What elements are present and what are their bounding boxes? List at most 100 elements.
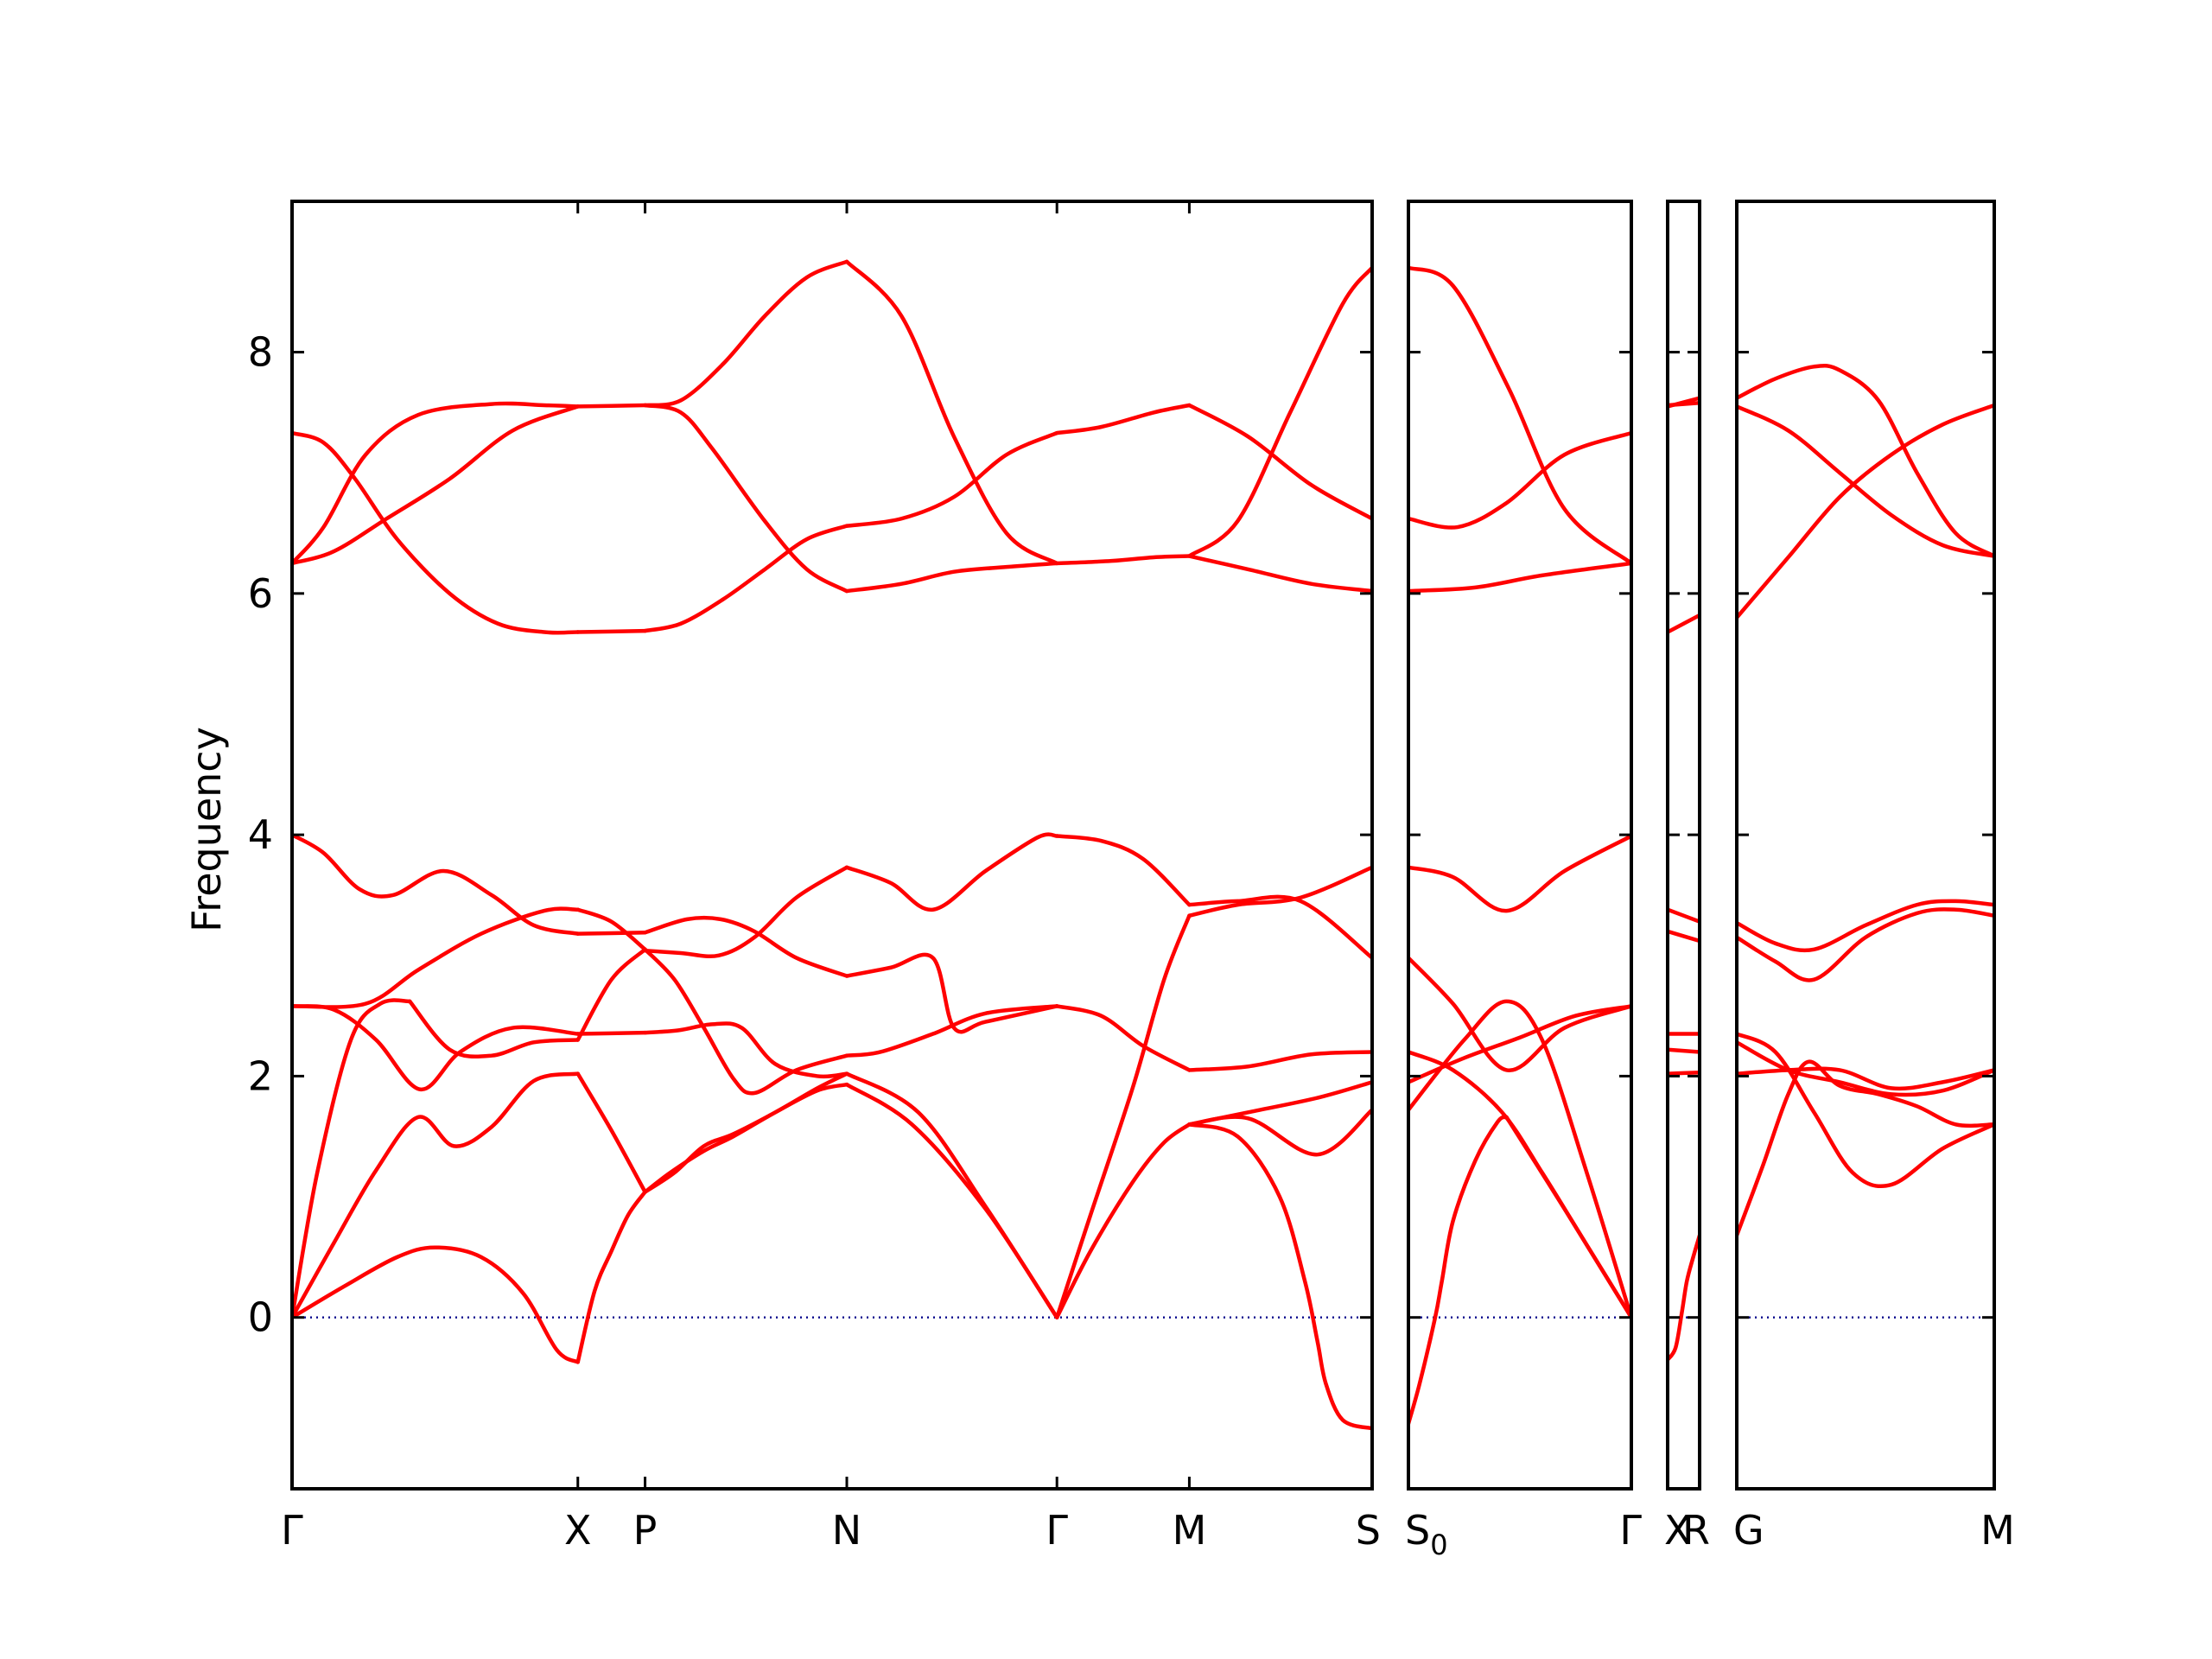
band-line xyxy=(643,915,849,978)
band-line xyxy=(643,1021,849,1079)
x-tick-label: S0 xyxy=(1405,1507,1448,1561)
band-line xyxy=(1187,265,1372,558)
band-line xyxy=(407,999,580,1059)
band-line xyxy=(1668,1047,1700,1054)
band-line xyxy=(844,430,1059,528)
bands xyxy=(1668,396,1700,1362)
x-tick-label: X xyxy=(1664,1507,1692,1554)
panel-frame xyxy=(1735,200,1996,1491)
band-line xyxy=(1408,956,1631,1072)
band-line xyxy=(1187,403,1372,521)
band-line xyxy=(292,832,580,936)
band-line xyxy=(575,1071,647,1194)
band-line xyxy=(1054,1122,1192,1319)
band-line xyxy=(844,952,1059,1034)
band-line xyxy=(1408,430,1631,530)
band-line xyxy=(643,403,849,594)
band-line xyxy=(1187,894,1372,960)
bands xyxy=(292,259,1372,1431)
band-line xyxy=(1408,834,1631,913)
x-tick-label: M xyxy=(1173,1507,1207,1554)
band-line xyxy=(1054,834,1192,907)
y-axis-label: Frequency xyxy=(183,727,230,932)
band-line xyxy=(1408,1050,1631,1319)
band-line xyxy=(844,832,1059,912)
band-line xyxy=(575,1190,647,1364)
y-tick-label: 4 xyxy=(248,811,273,858)
band-line xyxy=(1668,907,1700,924)
x-tick-label: G xyxy=(1733,1507,1764,1554)
band-line xyxy=(1187,865,1372,918)
panel-3: XR xyxy=(1664,200,1710,1554)
band-line xyxy=(643,947,849,1096)
band-line xyxy=(1054,1004,1192,1072)
y-tick-label: 2 xyxy=(248,1052,273,1099)
bands xyxy=(1408,265,1631,1426)
band-line xyxy=(292,1071,580,1319)
y-tick-label: 6 xyxy=(248,570,273,617)
band-line xyxy=(1668,396,1700,409)
band-line xyxy=(844,1071,1059,1319)
band-line xyxy=(575,930,647,936)
band-line xyxy=(575,947,647,1042)
band-line xyxy=(1408,1004,1631,1084)
band-line xyxy=(1668,613,1700,634)
band-line xyxy=(1187,1122,1372,1431)
x-tick-label: S xyxy=(1356,1507,1381,1554)
x-tick-subscript: 0 xyxy=(1430,1529,1447,1561)
y-tick-label: 0 xyxy=(248,1294,273,1341)
x-tick-label: Γ xyxy=(1619,1507,1642,1554)
y-tick-label: 8 xyxy=(248,329,273,376)
band-line xyxy=(1737,403,1994,620)
bands xyxy=(1737,363,1994,1237)
x-tick-label: N xyxy=(832,1507,861,1554)
band-line xyxy=(1737,899,1994,953)
band-line xyxy=(1668,929,1700,944)
band-line xyxy=(292,430,580,635)
band-line xyxy=(1187,1050,1372,1072)
x-tick-label: M xyxy=(1980,1507,2015,1554)
band-line xyxy=(1668,1070,1700,1076)
band-line xyxy=(292,998,412,1319)
band-line xyxy=(1668,1233,1700,1362)
band-line xyxy=(1737,404,1994,558)
x-tick-label: R xyxy=(1682,1507,1710,1554)
band-line xyxy=(1737,1040,1994,1097)
band-line xyxy=(1054,403,1192,435)
band-line xyxy=(575,403,647,409)
band-line xyxy=(844,561,1059,594)
x-tick-label: X xyxy=(564,1507,592,1554)
band-line xyxy=(292,401,580,566)
x-tick-label: Γ xyxy=(1046,1507,1068,1554)
band-line xyxy=(292,1245,580,1364)
band-line xyxy=(643,259,849,408)
band-line xyxy=(292,906,580,1009)
band-line xyxy=(1054,913,1192,1319)
band-line xyxy=(1187,1108,1372,1157)
band-line xyxy=(292,404,580,566)
band-line xyxy=(292,1004,580,1092)
band-line xyxy=(1408,1115,1509,1426)
band-line xyxy=(643,524,849,633)
panel-frame xyxy=(1666,200,1701,1491)
band-line xyxy=(1187,1080,1372,1127)
band-line xyxy=(1187,554,1372,594)
band-line xyxy=(1737,907,1994,982)
y-axis: 0 2 4 6 8 xyxy=(248,329,273,1341)
band-line xyxy=(1054,554,1192,566)
band-line xyxy=(1408,265,1631,566)
band-line xyxy=(1408,561,1631,594)
band-line xyxy=(575,907,647,952)
band-line xyxy=(643,1071,849,1194)
band-line xyxy=(575,628,647,634)
band-line xyxy=(844,1004,1059,1058)
panel-frame xyxy=(1407,200,1633,1491)
band-line xyxy=(643,865,849,958)
band-line xyxy=(1737,363,1994,558)
panels: Γ X P N Γ M S S0 Γ XR G M xyxy=(281,200,2015,1561)
x-tick-label: P xyxy=(633,1507,658,1554)
band-line xyxy=(844,259,1059,566)
